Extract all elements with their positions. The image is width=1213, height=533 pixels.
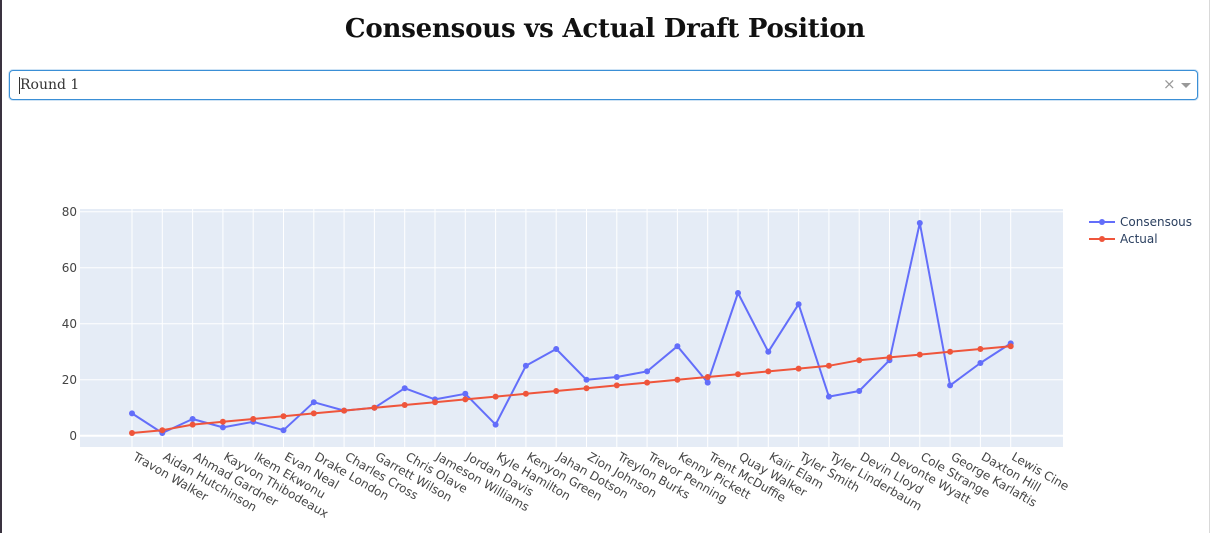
data-point-actual (129, 430, 135, 436)
data-point-actual (765, 368, 772, 375)
series-line-consensous (131, 222, 1012, 434)
data-point-actual (583, 385, 590, 392)
data-point-consensous (825, 393, 832, 400)
text-cursor (19, 77, 20, 94)
legend-marker (1099, 236, 1105, 242)
data-point-consensous (674, 343, 681, 350)
data-point-consensous (522, 362, 529, 369)
y-tick-label: 40 (62, 317, 77, 331)
data-point-consensous (644, 368, 651, 375)
data-point-consensous (189, 416, 196, 422)
dropdown-selected-value: Round 1 (20, 77, 80, 93)
data-point-consensous (492, 421, 499, 428)
data-point-actual (856, 357, 863, 364)
data-point-consensous (553, 346, 560, 352)
data-point-consensous (310, 399, 317, 406)
data-point-consensous (795, 301, 802, 308)
data-point-actual (462, 396, 469, 403)
data-point-consensous (583, 376, 590, 383)
data-point-actual (432, 399, 438, 406)
y-tick-label: 0 (69, 429, 77, 443)
y-tick-label: 80 (62, 205, 77, 219)
data-point-actual (886, 354, 893, 361)
clear-icon[interactable]: × (1163, 75, 1176, 93)
data-point-actual (341, 407, 348, 414)
data-point-actual (401, 402, 408, 408)
data-point-consensous (977, 360, 984, 366)
page-title: Consensous vs Actual Draft Position (344, 14, 866, 44)
data-point-actual (219, 418, 226, 425)
legend-label: Actual (1120, 232, 1158, 246)
data-point-consensous (129, 410, 135, 417)
data-point-actual (674, 376, 681, 383)
data-point-actual (795, 365, 802, 372)
data-point-actual (704, 374, 711, 380)
legend-label: Consensous (1120, 215, 1192, 229)
data-point-consensous (219, 424, 226, 431)
plot-background (80, 209, 1063, 447)
data-point-consensous (735, 290, 741, 296)
data-point-consensous (856, 388, 863, 394)
data-point-actual (310, 410, 317, 417)
data-point-actual (947, 348, 954, 355)
chevron-down-icon[interactable] (1181, 83, 1191, 88)
data-point-consensous (704, 379, 711, 386)
y-tick-label: 20 (62, 373, 77, 387)
data-point-actual (250, 416, 257, 422)
data-point-actual (644, 379, 651, 386)
data-point-consensous (613, 374, 620, 380)
data-point-actual (492, 393, 499, 400)
data-point-actual (371, 404, 378, 411)
data-point-actual (613, 382, 620, 389)
data-point-consensous (765, 348, 772, 355)
data-point-consensous (280, 427, 287, 434)
data-point-actual (916, 351, 923, 358)
data-point-consensous (916, 220, 923, 226)
data-point-consensous (462, 390, 469, 397)
y-tick-label: 60 (62, 261, 77, 275)
data-point-actual (735, 371, 741, 378)
series-line-actual (131, 345, 1011, 434)
data-point-consensous (401, 385, 408, 392)
round-dropdown[interactable]: Round 1 × (9, 70, 1198, 100)
data-point-actual (280, 413, 287, 420)
data-point-actual (825, 362, 832, 369)
scrollbar-track[interactable] (1209, 0, 1210, 533)
data-point-actual (189, 421, 196, 428)
window-left-edge (0, 0, 2, 533)
legend-marker (1099, 219, 1105, 225)
data-point-actual (977, 346, 984, 352)
data-point-actual (1007, 343, 1014, 350)
data-point-actual (522, 390, 529, 397)
data-point-actual (553, 388, 560, 394)
data-point-actual (159, 427, 166, 434)
data-point-consensous (947, 382, 954, 389)
